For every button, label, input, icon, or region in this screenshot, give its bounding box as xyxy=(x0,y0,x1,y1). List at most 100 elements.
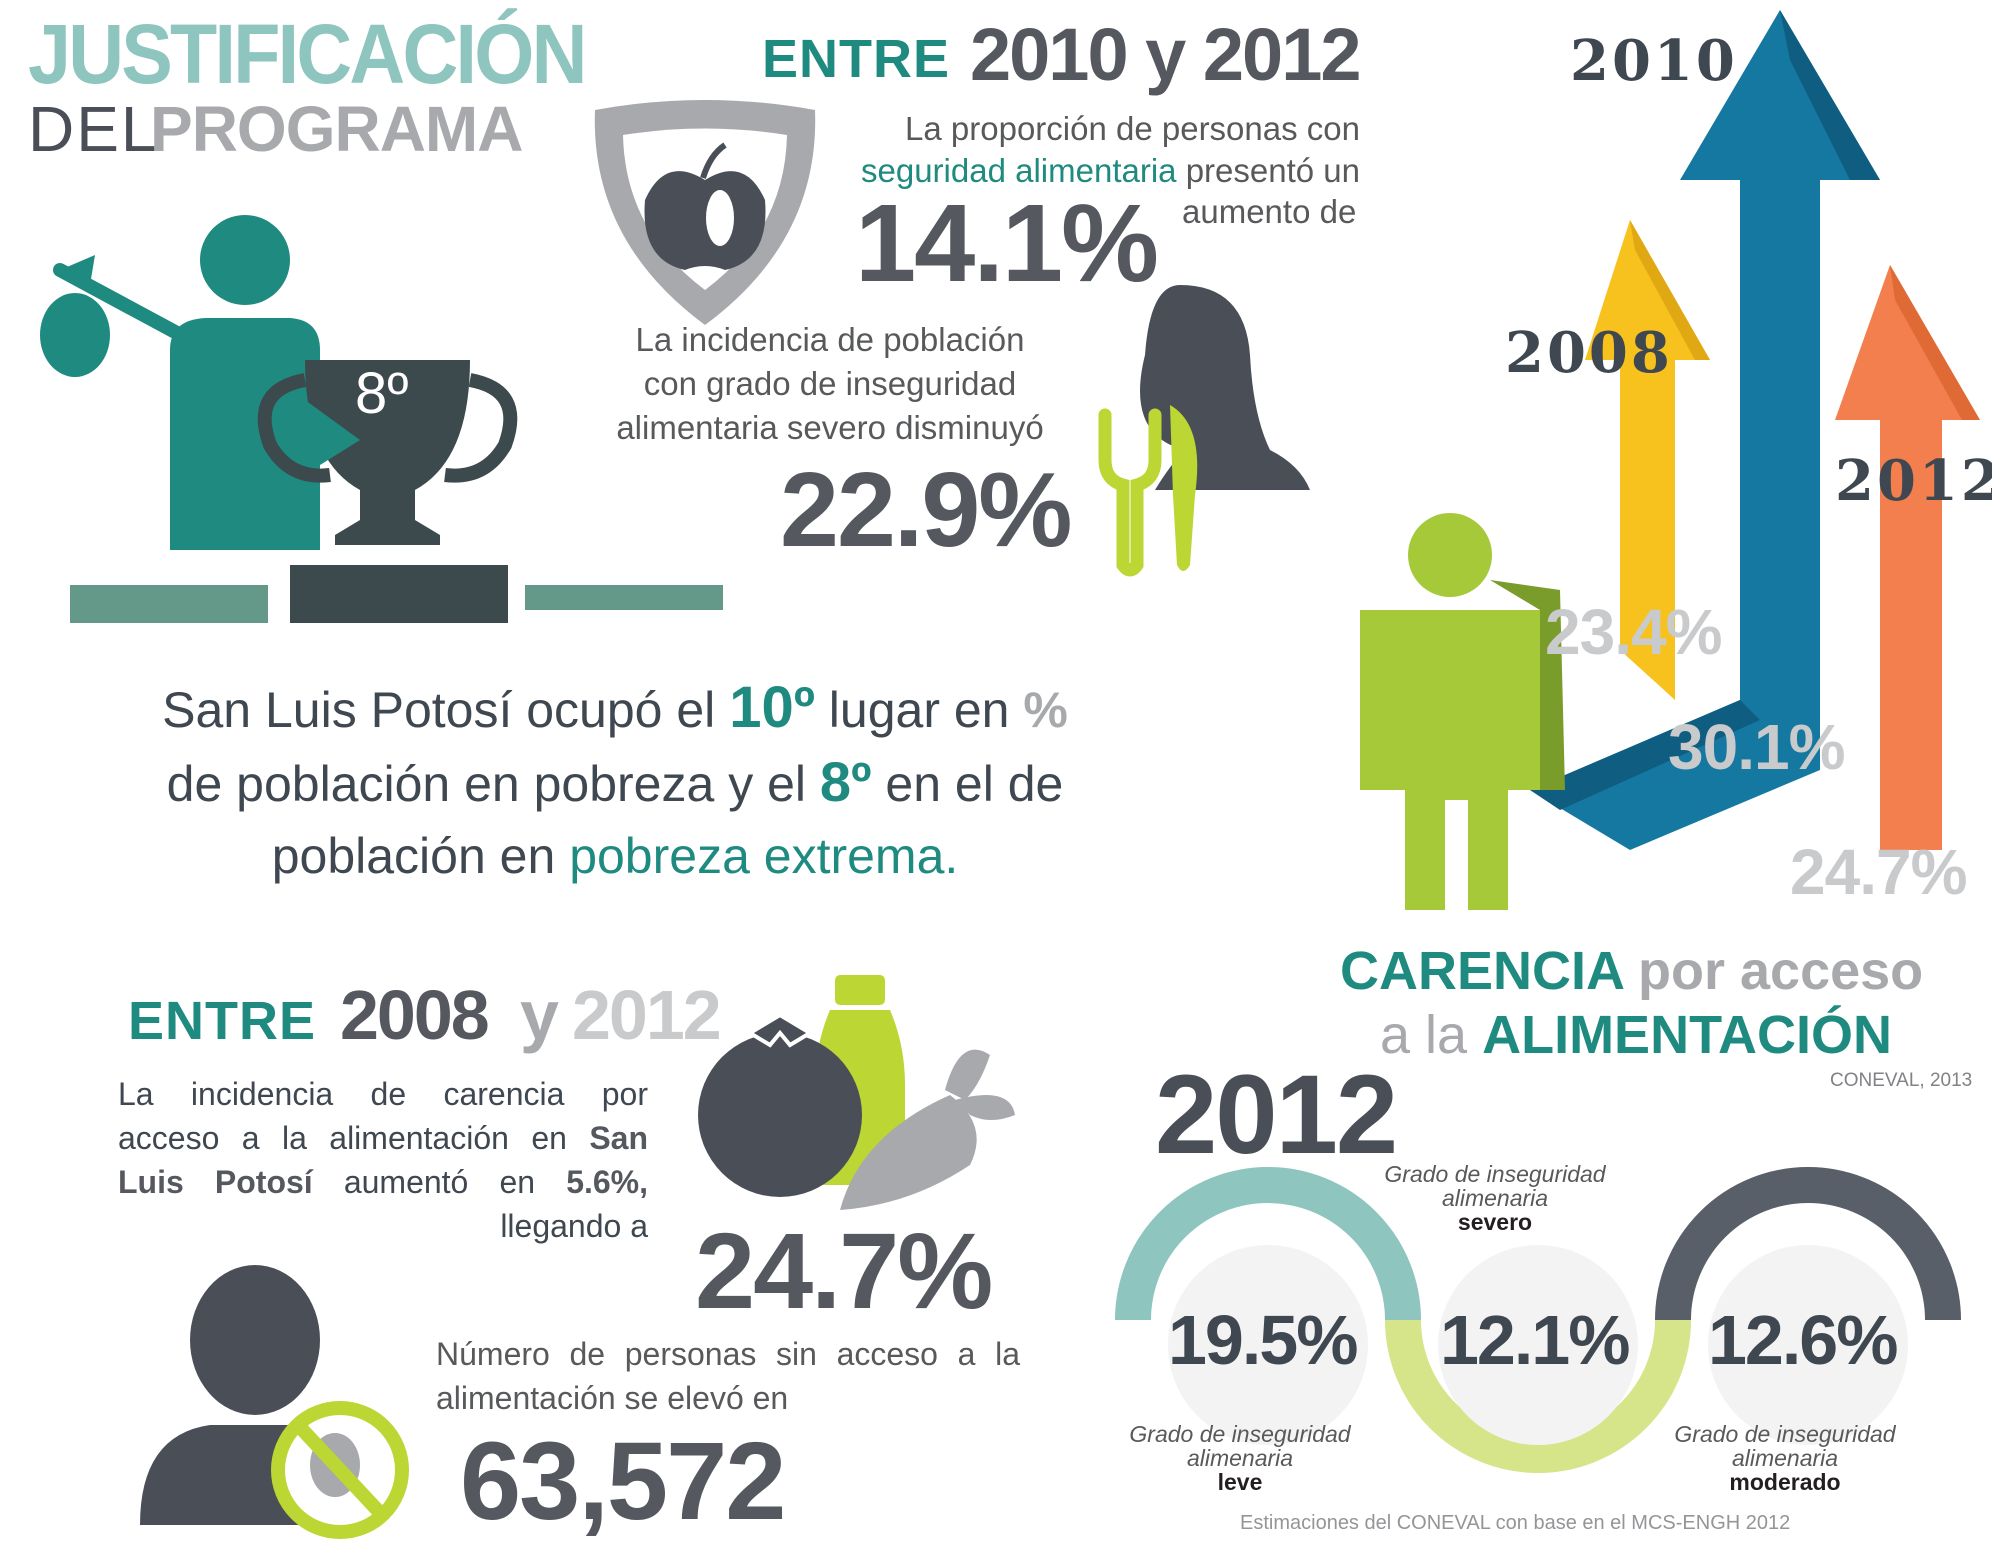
arrow-value-2008: 23.4% xyxy=(1545,596,1722,668)
tomato-icon xyxy=(698,1033,862,1197)
vegetables-icon xyxy=(698,975,1015,1210)
person-body-icon xyxy=(170,318,320,550)
woman-icon xyxy=(1140,285,1310,490)
carencia-title-line2: a la ALIMENTACIÓN xyxy=(1380,1004,1892,1066)
ranking-highlight: pobreza extrema. xyxy=(569,828,959,884)
arrow-value-2010: 30.1% xyxy=(1668,711,1845,783)
title-del: DEL xyxy=(28,93,159,165)
year-2012-b: 2012 xyxy=(572,976,722,1054)
circle-severo xyxy=(1438,1245,1638,1445)
arrow-2010 xyxy=(1530,10,1880,850)
severo-label-1: Grado de inseguridad xyxy=(1384,1161,1606,1187)
increase-value: 5.6%, xyxy=(566,1164,649,1200)
carrot-icon xyxy=(840,1095,977,1210)
woman-fork-knife-icon xyxy=(1098,285,1310,577)
persons-text-2: alimentación se elevó en xyxy=(436,1380,789,1416)
title-justificacion: JUSTIFICACIÓN xyxy=(28,7,587,101)
leve-label-1: Grado de inseguridad xyxy=(1129,1421,1351,1447)
bottle-icon xyxy=(835,975,885,1005)
knife-icon xyxy=(1170,405,1198,571)
ranking-line-3: población en pobreza extrema. xyxy=(110,820,1120,892)
moderado-value: 12.6% xyxy=(1708,1301,1898,1379)
increase-text-3: Luis Potosí aumentó en 5.6%, xyxy=(118,1160,648,1204)
bundle-bag-icon xyxy=(40,293,110,377)
moderado-label: Grado de inseguridad alimenaria moderado xyxy=(1650,1422,1920,1494)
food-security-text-c: aumento de xyxy=(1182,193,1357,230)
wave-severo xyxy=(1385,1319,1691,1473)
arrow-2008 xyxy=(1585,220,1710,700)
arrows-illustration xyxy=(1360,10,1980,910)
food-security-highlight: seguridad alimentaria xyxy=(861,152,1177,189)
podium-right xyxy=(525,585,723,610)
carencia-value: 24.7% xyxy=(695,1210,993,1331)
circle-leve xyxy=(1168,1245,1368,1445)
severo-label-3: severo xyxy=(1457,1209,1533,1235)
podium-center xyxy=(290,565,508,623)
title-programa: PROGRAMA xyxy=(150,93,523,165)
ranking-line-1: San Luis Potosí ocupó el 10º lugar en % xyxy=(110,672,1120,746)
ranking-pct: % xyxy=(1023,682,1068,738)
carencia-word1: CARENCIA xyxy=(1340,941,1623,1001)
entre-2010-label: ENTRE xyxy=(762,29,951,89)
severo-label: Grado de inseguridad alimenaria severo xyxy=(1360,1162,1630,1234)
increase-text-luis: Luis Potosí xyxy=(118,1164,313,1200)
trophy-rank-label: 8º xyxy=(355,361,409,426)
wave-leve xyxy=(1115,1167,1421,1321)
persons-value: 63,572 xyxy=(460,1420,786,1543)
fork-icon xyxy=(1098,408,1162,577)
increase-text-san: San xyxy=(589,1120,649,1156)
arrow-2012 xyxy=(1835,265,1980,850)
increase-text-2: acceso a la alimentación en San xyxy=(118,1116,648,1160)
green-person-head-icon xyxy=(1408,513,1492,597)
food-security-text-b: presentó un xyxy=(1185,152,1360,189)
moderado-label-1: Grado de inseguridad xyxy=(1674,1421,1896,1447)
food-security-text-2: seguridad alimentaria presentó un xyxy=(780,152,1360,190)
ranking-text-b: lugar en xyxy=(828,682,1010,738)
increase-text-aumento: aumentó en xyxy=(343,1164,536,1200)
rank-poverty: 10º xyxy=(729,675,815,740)
leve-value: 19.5% xyxy=(1168,1301,1358,1379)
moderado-label-2: alimenaria xyxy=(1731,1445,1839,1471)
ranking-sentence: San Luis Potosí ocupó el 10º lugar en % … xyxy=(110,672,1120,892)
arrow-value-2012: 24.7% xyxy=(1790,836,1967,908)
leve-label-2: alimenaria xyxy=(1186,1445,1294,1471)
entre-2008-label: ENTRE xyxy=(128,991,317,1051)
carencia-increase-text: La incidencia de carencia por acceso a l… xyxy=(118,1072,648,1248)
person-trophy-illustration xyxy=(40,215,723,623)
rank-extreme: 8º xyxy=(819,750,872,813)
ranking-text-a: San Luis Potosí ocupó el xyxy=(162,682,716,738)
food-security-value: 14.1% xyxy=(855,182,1159,305)
persons-text-1: Número de personas sin acceso a la xyxy=(436,1336,1020,1372)
insecurity-year: 2012 xyxy=(1155,1052,1398,1177)
severe-text-1: La incidencia de población xyxy=(635,321,1025,358)
severe-text-2: con grado de inseguridad xyxy=(643,365,1017,402)
person-silhouette-head-icon xyxy=(190,1265,320,1415)
severe-text-3: alimentaria severo disminuyó xyxy=(616,409,1044,446)
food-security-text-1: La proporción de personas con xyxy=(880,110,1360,148)
circle-moderado xyxy=(1708,1245,1908,1445)
severo-label-2: alimenaria xyxy=(1441,1185,1549,1211)
severo-value: 12.1% xyxy=(1440,1301,1630,1379)
persons-text: Número de personas sin acceso a la alime… xyxy=(436,1332,1020,1420)
wave-moderado xyxy=(1655,1167,1961,1321)
increase-text-1: La incidencia de carencia por xyxy=(118,1076,648,1112)
ranking-text-c: de población en pobreza y el xyxy=(166,756,806,812)
increase-text-4: llegando a xyxy=(500,1208,648,1244)
person-head-icon xyxy=(200,215,290,305)
year-2008: 2008 xyxy=(340,976,490,1054)
carencia-word2: por acceso xyxy=(1638,941,1924,1001)
person-no-food-icon xyxy=(140,1265,409,1539)
apple-icon xyxy=(644,171,766,270)
trophy-icon xyxy=(305,360,470,545)
carencia-word3: a la xyxy=(1380,1005,1468,1065)
arrow-year-2008: 2008 xyxy=(1505,320,1673,386)
y-label: y xyxy=(520,976,559,1054)
years-2010-2012: 2010 y 2012 xyxy=(970,13,1362,96)
carencia-title-line1: CARENCIA por acceso xyxy=(1340,940,1923,1002)
arrow-year-2010: 2010 xyxy=(1570,28,1738,94)
ranking-text-e: población en xyxy=(271,828,556,884)
increase-text-2a: acceso a la alimentación en xyxy=(118,1120,567,1156)
arrow-year-2012: 2012 xyxy=(1835,448,1992,514)
food-security-text-a: La proporción de personas con xyxy=(905,110,1360,147)
